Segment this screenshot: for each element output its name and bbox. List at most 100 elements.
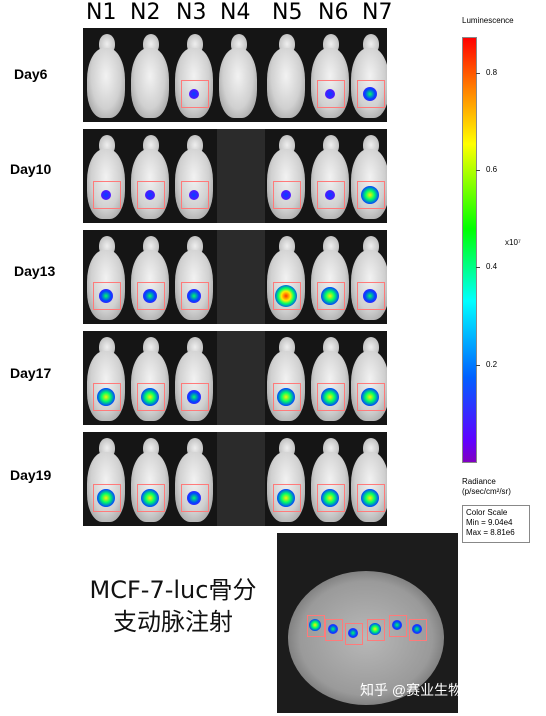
colorbar-title: Luminescence [462, 16, 514, 25]
colorbar-units-label: Radiance [462, 477, 496, 486]
luminescence-signal [141, 388, 159, 406]
luminescence-signal [412, 624, 422, 634]
roi-box [357, 383, 385, 411]
luminescence-signal [277, 388, 295, 406]
roi-box [181, 80, 209, 108]
imaging-panel-day10 [83, 129, 387, 223]
roi-box [93, 181, 121, 209]
roi-box [357, 80, 385, 108]
roi-box [367, 619, 385, 641]
roi-box [181, 383, 209, 411]
column-label-n1: N1 [86, 0, 117, 25]
roi-box [93, 383, 121, 411]
imaging-panel-day19 [83, 432, 387, 526]
luminescence-signal [187, 390, 201, 404]
luminescence-signal [187, 289, 201, 303]
roi-box [93, 484, 121, 512]
mouse-body [219, 48, 257, 118]
roi-box [137, 181, 165, 209]
colorbar-tick [476, 170, 480, 171]
roi-box [345, 623, 363, 645]
colorbar-tick [476, 73, 480, 74]
column-label-n4: N4 [220, 0, 251, 25]
luminescence-signal [99, 289, 113, 303]
luminescence-signal [392, 620, 402, 630]
luminescence-signal [101, 190, 111, 200]
colorbar-tick-label: 0.8 [486, 68, 498, 77]
color-scale-min: Min = 9.04e4 [466, 518, 513, 527]
color-scale-box: Color Scale Min = 9.04e4 Max = 8.81e6 [462, 505, 530, 543]
roi-box [317, 484, 345, 512]
luminescence-signal [361, 186, 379, 204]
luminescence-signal [189, 190, 199, 200]
column-label-n7: N7 [362, 0, 393, 25]
luminescence-signal [275, 285, 297, 307]
caption-line-1: MCF-7-luc骨分 [89, 576, 257, 604]
color-scale-title: Color Scale [466, 508, 508, 517]
roi-box [273, 282, 301, 310]
roi-box [93, 282, 121, 310]
empty-slot [217, 331, 265, 425]
luminescence-signal [361, 388, 379, 406]
petri-dish [288, 571, 444, 705]
day-label-13: Day13 [14, 263, 56, 279]
luminescence-signal [321, 287, 339, 305]
roi-box [181, 181, 209, 209]
column-label-n2: N2 [130, 0, 161, 25]
mouse-body [131, 48, 169, 118]
imaging-panel-day13 [83, 230, 387, 324]
roi-box [317, 181, 345, 209]
luminescence-signal [281, 190, 291, 200]
colorbar-multiplier: x10⁷ [505, 238, 521, 247]
roi-box [273, 181, 301, 209]
luminescence-signal [348, 628, 358, 638]
luminescence-signal [328, 624, 338, 634]
luminescence-signal [325, 89, 335, 99]
roi-box [137, 282, 165, 310]
colorbar-tick-label: 0.6 [486, 165, 498, 174]
luminescence-color-bar [462, 37, 477, 463]
roi-box [357, 484, 385, 512]
color-scale-max: Max = 8.81e6 [466, 528, 515, 537]
mouse-body [267, 48, 305, 118]
roi-box [273, 383, 301, 411]
roi-box [181, 282, 209, 310]
colorbar-units: (p/sec/cm²/sr) [462, 487, 511, 496]
roi-box [389, 615, 407, 637]
roi-box [409, 619, 427, 641]
mouse-body [87, 48, 125, 118]
roi-box [357, 282, 385, 310]
roi-box [181, 484, 209, 512]
luminescence-signal [145, 190, 155, 200]
luminescence-signal [325, 190, 335, 200]
luminescence-signal [143, 289, 157, 303]
imaging-panel-day17 [83, 331, 387, 425]
luminescence-signal [321, 388, 339, 406]
roi-box [317, 282, 345, 310]
colorbar-tick-label: 0.4 [486, 262, 498, 271]
luminescence-signal [361, 489, 379, 507]
roi-box [317, 80, 345, 108]
roi-box [317, 383, 345, 411]
day-label-10: Day10 [10, 161, 52, 177]
luminescence-signal [97, 388, 115, 406]
empty-slot [217, 230, 265, 324]
luminescence-signal [369, 623, 381, 635]
roi-box [273, 484, 301, 512]
roi-box [137, 484, 165, 512]
roi-box [137, 383, 165, 411]
colorbar-tick-label: 0.2 [486, 360, 498, 369]
empty-slot [217, 432, 265, 526]
roi-box [307, 615, 325, 637]
watermark: 知乎 @赛业生物cyagen [360, 682, 508, 698]
luminescence-signal [309, 619, 321, 631]
luminescence-signal [363, 289, 377, 303]
column-label-n5: N5 [272, 0, 303, 25]
day-label-19: Day19 [10, 467, 52, 483]
colorbar-tick [476, 365, 480, 366]
petri-dish-image [277, 533, 458, 713]
caption-line-2: 支动脉注射 [113, 608, 233, 636]
luminescence-signal [189, 89, 199, 99]
luminescence-signal [277, 489, 295, 507]
luminescence-signal [187, 491, 201, 505]
